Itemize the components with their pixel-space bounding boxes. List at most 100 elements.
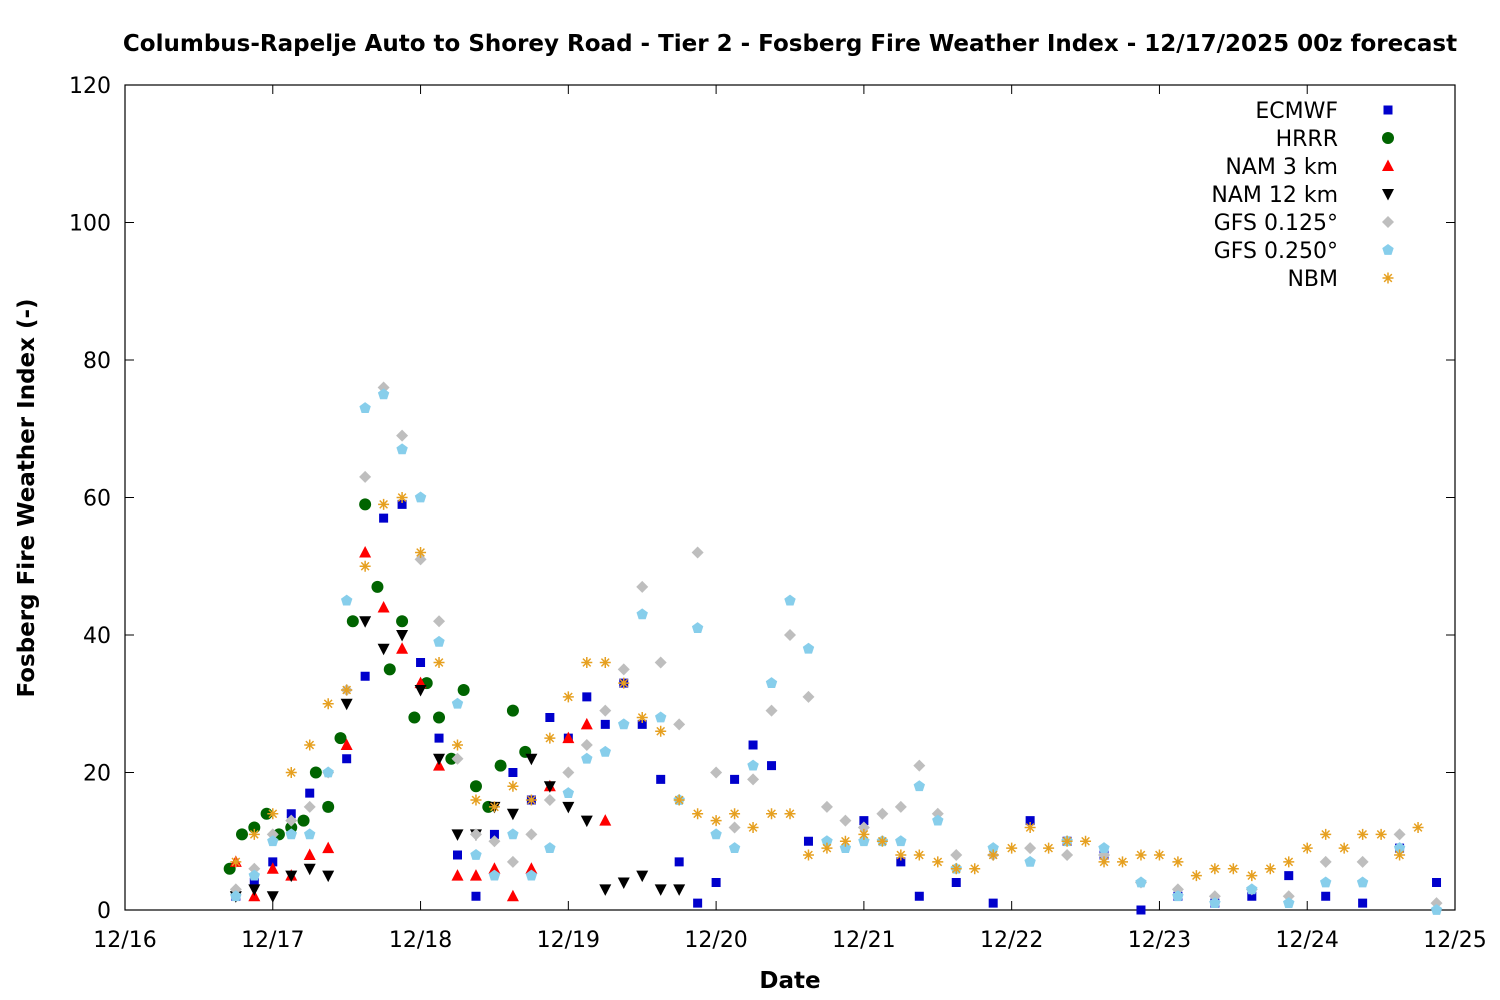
x-tick-label: 12/22 bbox=[980, 928, 1043, 953]
data-point-ecmwf bbox=[656, 774, 666, 784]
data-point-nbm bbox=[969, 863, 981, 875]
data-point-gfs-0-125 bbox=[377, 381, 390, 394]
data-point-ecmwf bbox=[1136, 905, 1146, 915]
data-point-nam-3-km bbox=[562, 731, 575, 744]
data-point-gfs-0-125 bbox=[580, 739, 593, 751]
data-point-gfs-0-125 bbox=[506, 855, 519, 868]
data-point-nbm bbox=[248, 828, 260, 840]
data-point-gfs-0-250 bbox=[618, 718, 630, 730]
data-point-gfs-0-250 bbox=[895, 835, 907, 847]
data-point-hrrr bbox=[346, 615, 359, 628]
data-point-ecmwf bbox=[730, 774, 740, 784]
y-tick-label: 40 bbox=[83, 624, 111, 649]
data-point-nbm bbox=[470, 794, 482, 806]
data-point-nam-12-km bbox=[266, 891, 279, 903]
data-point-gfs-0-125 bbox=[396, 429, 409, 442]
legend-marker-nam-3-km bbox=[1382, 159, 1394, 171]
data-point-nbm bbox=[821, 842, 833, 854]
data-point-gfs-0-250 bbox=[636, 608, 648, 620]
data-point-nam-3-km bbox=[322, 841, 335, 854]
data-point-nbm bbox=[858, 828, 870, 840]
data-point-ecmwf bbox=[286, 809, 296, 819]
data-point-gfs-0-250 bbox=[747, 759, 759, 771]
x-tick-label: 12/23 bbox=[1128, 928, 1191, 953]
data-point-gfs-0-125 bbox=[617, 663, 630, 676]
x-axis-ticks: 12/16 12/17 12/18 12/19 12/20 12/21 12/22 12/23… bbox=[93, 85, 1487, 953]
data-point-hrrr bbox=[457, 684, 470, 696]
data-point-nbm bbox=[488, 801, 500, 813]
data-point-ecmwf bbox=[545, 713, 555, 722]
data-point-gfs-0-125 bbox=[802, 690, 815, 703]
x-tick-label: 12/17 bbox=[241, 928, 304, 953]
data-point-hrrr bbox=[235, 828, 248, 841]
data-point-hrrr bbox=[383, 663, 396, 676]
y-axis-ticks: 0 20 40 60 80 100 120 bbox=[69, 74, 1455, 924]
data-point-nam-3-km bbox=[303, 848, 316, 860]
data-point-nbm bbox=[1246, 870, 1258, 882]
data-point-gfs-0-125 bbox=[931, 807, 944, 820]
data-point-gfs-0-125 bbox=[728, 821, 741, 834]
data-point-hrrr bbox=[408, 711, 421, 724]
data-point-gfs-0-125 bbox=[765, 704, 778, 717]
data-point-hrrr bbox=[494, 759, 507, 772]
series-gfs-0-250 bbox=[230, 388, 1443, 915]
data-point-ecmwf bbox=[305, 788, 315, 798]
data-point-ecmwf bbox=[951, 878, 961, 887]
data-point-gfs-0-125 bbox=[1430, 897, 1443, 910]
data-point-nbm bbox=[230, 856, 242, 868]
data-point-hrrr bbox=[322, 800, 335, 813]
legend-label-nam-3-km: NAM 3 km bbox=[1225, 155, 1338, 180]
data-point-ecmwf bbox=[1432, 878, 1442, 887]
data-point-gfs-0-250 bbox=[1172, 890, 1184, 902]
data-point-nam-3-km bbox=[525, 862, 538, 874]
data-point-gfs-0-250 bbox=[359, 402, 371, 413]
data-point-gfs-0-125 bbox=[1208, 890, 1221, 903]
data-point-nbm bbox=[1338, 842, 1350, 854]
data-point-gfs-0-125 bbox=[820, 800, 833, 813]
data-point-nbm bbox=[433, 657, 445, 668]
data-point-nam-3-km bbox=[506, 889, 519, 902]
data-point-gfs-0-125 bbox=[248, 862, 261, 875]
y-tick-label: 60 bbox=[83, 487, 111, 512]
data-point-hrrr bbox=[309, 766, 322, 779]
data-point-nbm bbox=[562, 691, 574, 703]
data-point-nam-12-km bbox=[580, 815, 593, 828]
data-point-hrrr bbox=[445, 752, 458, 765]
x-tick-label: 12/24 bbox=[1276, 928, 1339, 953]
data-point-ecmwf bbox=[342, 754, 352, 764]
data-point-nam-12-km bbox=[414, 685, 427, 697]
data-point-ecmwf bbox=[693, 898, 703, 908]
data-point-gfs-0-125 bbox=[1393, 828, 1406, 841]
data-point-gfs-0-125 bbox=[1171, 883, 1184, 896]
data-point-hrrr bbox=[297, 814, 310, 827]
data-point-nbm bbox=[415, 547, 427, 558]
data-point-hrrr bbox=[334, 732, 347, 745]
data-point-nam-12-km bbox=[673, 884, 686, 896]
data-point-gfs-0-250 bbox=[1135, 876, 1147, 888]
data-point-nbm bbox=[876, 835, 888, 847]
y-axis-label: Fosberg Fire Weather Index (-) bbox=[14, 298, 40, 697]
legend-label-nbm: NBM bbox=[1287, 267, 1338, 292]
series-layer bbox=[223, 381, 1443, 915]
data-point-nbm bbox=[839, 835, 851, 847]
data-point-nbm bbox=[1412, 822, 1424, 833]
legend-label-ecmwf: ECMWF bbox=[1255, 99, 1338, 124]
data-point-gfs-0-250 bbox=[932, 814, 944, 826]
data-point-nbm bbox=[766, 808, 778, 820]
data-point-ecmwf bbox=[896, 857, 906, 867]
data-point-gfs-0-125 bbox=[654, 656, 667, 669]
data-point-nbm bbox=[692, 808, 704, 820]
data-point-nam-12-km bbox=[248, 884, 261, 896]
data-point-gfs-0-250 bbox=[267, 835, 279, 847]
data-point-gfs-0-125 bbox=[303, 800, 316, 813]
series-nam-12-km bbox=[229, 616, 686, 903]
data-point-nbm bbox=[322, 698, 334, 710]
data-point-nbm bbox=[710, 815, 722, 827]
data-point-gfs-0-250 bbox=[451, 697, 464, 709]
data-point-gfs-0-125 bbox=[543, 794, 556, 806]
data-point-nbm bbox=[1394, 849, 1406, 861]
data-point-ecmwf bbox=[471, 891, 481, 901]
data-point-nbm bbox=[913, 849, 925, 861]
data-point-nam-12-km bbox=[433, 753, 446, 766]
